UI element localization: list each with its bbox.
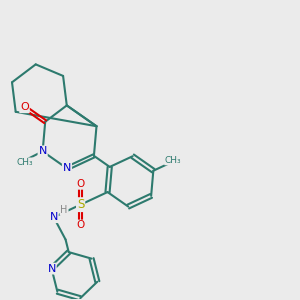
Text: N: N	[63, 164, 71, 173]
Text: O: O	[76, 179, 85, 189]
Text: N: N	[50, 212, 58, 222]
Text: H: H	[60, 205, 68, 215]
Text: N: N	[38, 146, 47, 156]
Text: O: O	[76, 220, 85, 230]
Text: CH₃: CH₃	[165, 155, 181, 164]
Text: N: N	[47, 264, 56, 274]
Text: S: S	[77, 198, 84, 211]
Text: O: O	[20, 102, 29, 112]
Text: CH₃: CH₃	[16, 158, 33, 167]
